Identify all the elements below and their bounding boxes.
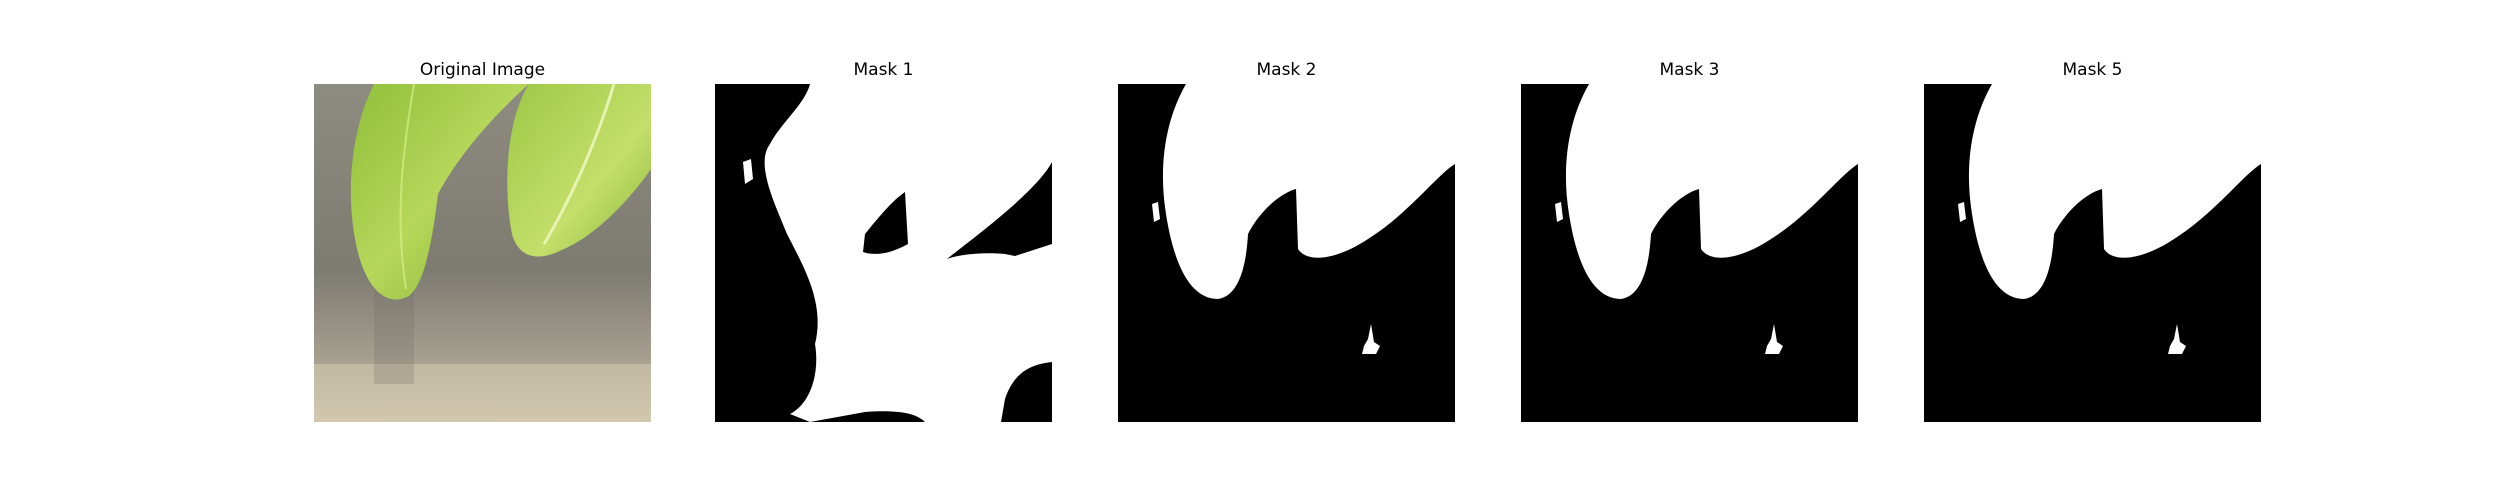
panel-title: Mask 2 — [1256, 60, 1317, 80]
panel-title: Mask 1 — [853, 60, 914, 80]
mask-3-image — [1521, 84, 1858, 422]
panel-title: Mask 3 — [1659, 60, 1720, 80]
mask-5-image — [1924, 84, 2261, 422]
original-leaf-photo — [314, 84, 651, 422]
mask-2-panel: Mask 2 — [1118, 60, 1455, 422]
mask-1-panel: Mask 1 — [715, 60, 1052, 422]
original-image-panel: Original Image — [314, 60, 651, 422]
mask-2-image — [1118, 84, 1455, 422]
mask-5-panel: Mask 5 — [1924, 60, 2261, 422]
mask-1-image — [715, 84, 1052, 422]
panel-title: Original Image — [419, 60, 546, 80]
panel-title: Mask 5 — [2062, 60, 2123, 80]
mask-3-panel: Mask 3 — [1521, 60, 1858, 422]
